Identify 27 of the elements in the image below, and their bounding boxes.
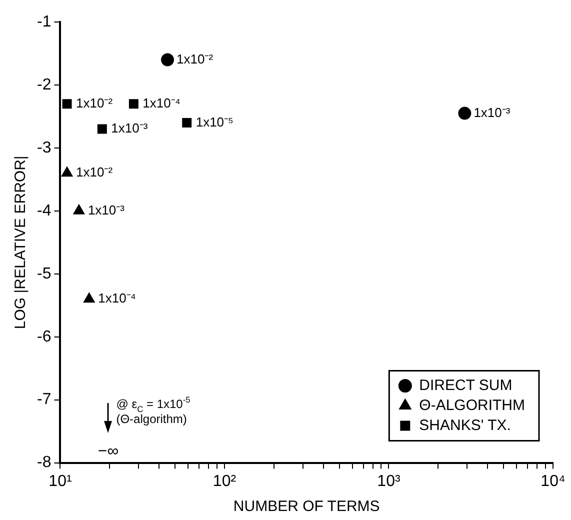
y-tick-label: -7 [36, 391, 52, 408]
y-tick-label: -5 [36, 265, 52, 282]
y-axis-title: LOG |RELATIVE ERROR| [12, 156, 30, 330]
y-tick-label: -3 [36, 139, 52, 156]
annotation: 1x10⁻⁴ [142, 95, 180, 110]
x-tick-label: 10² [212, 472, 237, 490]
annotation: 1x10⁻³ [474, 104, 511, 120]
y-tick-label: -6 [36, 328, 52, 346]
annotation: 1x10⁻⁴ [98, 290, 136, 306]
x-tick-label: 10⁴ [540, 472, 566, 490]
legend-label: SHANKS' TX. [419, 416, 511, 434]
y-tick-label: -4 [36, 202, 52, 220]
legend-label: Θ-ALGORITHM [419, 396, 526, 414]
annotation: 1x10⁻⁵ [196, 114, 234, 130]
x-tick-label: 10¹ [48, 472, 72, 490]
annotation: −∞ [98, 443, 119, 460]
annotation: 1x10⁻³ [88, 202, 126, 218]
y-tick-label: -8 [36, 454, 52, 472]
annotation: 1x10⁻³ [111, 120, 148, 136]
annotation: 1x10⁻² [76, 164, 114, 180]
y-tick-label: -1 [36, 13, 52, 30]
x-axis-title: NUMBER OF TERMS [233, 498, 380, 516]
x-tick-label: 10³ [377, 472, 401, 490]
legend-label: DIRECT SUM [419, 376, 512, 394]
annotation: 1x10⁻² [176, 51, 214, 66]
annotation: 1x10⁻² [76, 95, 114, 110]
y-tick-label: -2 [36, 76, 52, 94]
